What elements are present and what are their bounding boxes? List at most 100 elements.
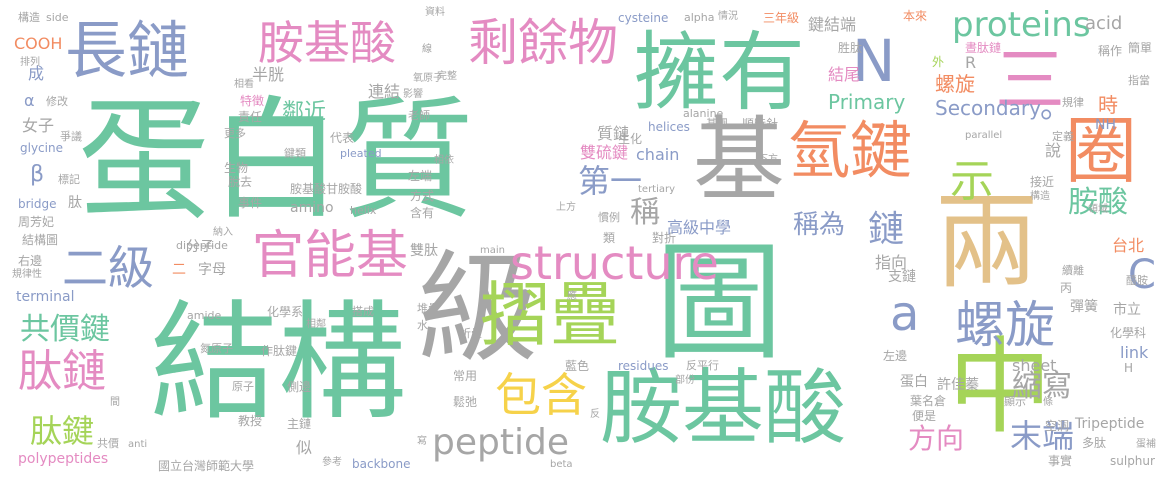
word: 市立 (1113, 302, 1141, 318)
word: a (890, 286, 920, 342)
word: 顯示 (1004, 395, 1026, 408)
word: 基 (693, 107, 786, 214)
word: acid (1085, 13, 1123, 34)
word: 脫去 (228, 175, 253, 189)
word: 規律性 (12, 269, 42, 280)
word: 摺疊 (480, 274, 620, 356)
word: 肽鏈 (18, 346, 106, 397)
word: anti (128, 439, 148, 450)
word: 修改 (46, 95, 68, 108)
word: 間 (110, 397, 120, 408)
word: R (965, 53, 977, 72)
word: 說 (1045, 141, 1062, 160)
word: 側邊 (287, 380, 312, 394)
word: 相看 (234, 79, 254, 90)
word: 反 (590, 409, 600, 420)
word: 二 (172, 262, 186, 278)
word: 條 (1043, 397, 1053, 408)
word: sheet (1012, 356, 1057, 375)
word: 稱為 (793, 210, 846, 240)
word: 常用 (453, 369, 478, 383)
word: 爭議 (60, 130, 82, 143)
word: 本來 (903, 9, 928, 23)
word: side (46, 11, 69, 24)
word: N (852, 27, 896, 95)
word: 鍵類 (284, 147, 306, 160)
word: polypeptides (18, 451, 109, 467)
word: 醯胺 (1126, 274, 1148, 287)
word: 上方 (556, 202, 576, 213)
word: 化學系 (267, 305, 304, 319)
word: 胺基酸 (600, 361, 847, 456)
word: 中 (948, 326, 1053, 448)
word: 鍵結端 (808, 15, 857, 34)
word: Tripeptide (1075, 416, 1145, 432)
word: 接近 (1030, 175, 1055, 189)
word: 許佳蓁 (937, 377, 979, 393)
word: 領域 (1088, 204, 1108, 215)
word: 似 (296, 438, 313, 457)
word: 標記 (58, 173, 80, 186)
word: helix (350, 204, 377, 217)
word: 胜肽 (838, 41, 863, 55)
word: 作肽鍵 (261, 344, 298, 358)
word: 部份 (675, 375, 695, 386)
word: 級 (418, 240, 538, 379)
word: 肽 (68, 195, 82, 211)
word: 二級 (62, 241, 154, 295)
word: 空洞 (1045, 419, 1070, 433)
word: 鬆弛 (453, 395, 478, 409)
word: tertiary (638, 184, 676, 195)
word: 影響 (403, 89, 423, 100)
word: 擁有 (633, 23, 805, 123)
word: pleated (340, 147, 382, 160)
word: 第一 (578, 162, 643, 200)
word: amide (187, 309, 222, 322)
word: 雙肽 (410, 243, 438, 259)
word: sulphur (1110, 454, 1155, 468)
word: 續離 (1062, 264, 1084, 277)
word: 末端 (1010, 417, 1075, 455)
word: 生物 (224, 161, 249, 175)
word: 肽鍵 (30, 412, 95, 450)
word: 定義 (1052, 130, 1074, 143)
word: 成 (28, 64, 45, 83)
word: 。 (1040, 87, 1073, 125)
word: link (1120, 343, 1149, 362)
word: 教授 (238, 414, 263, 428)
word: 氧原子 (413, 73, 443, 84)
word: 雙硫鍵 (580, 143, 629, 162)
word: 蛋白質 (78, 84, 474, 238)
word: 包含 (495, 368, 587, 422)
word: backbone (352, 457, 411, 471)
word: 寫 (417, 436, 427, 447)
word: 含有 (410, 206, 435, 220)
word: 主鏈 (287, 417, 312, 431)
word: 藍色 (565, 359, 590, 373)
word: 兩 (935, 181, 1040, 303)
word: 三 (995, 39, 1065, 121)
word: Primary (828, 90, 906, 114)
word: β (30, 162, 45, 187)
word: 剩餘物 (468, 14, 618, 72)
word: 簡單 (1128, 41, 1153, 55)
word: 水 (417, 319, 428, 332)
word: 更多 (224, 127, 246, 140)
word: 縮寫 (1012, 369, 1072, 404)
word: 蛋白 (900, 374, 928, 390)
word: 胺基酸 (258, 16, 396, 70)
word: 彈簧 (1070, 299, 1098, 315)
word: 右邊 (18, 254, 43, 268)
word: 相依 (434, 155, 454, 166)
word: C (1128, 252, 1156, 298)
word: 結構 (150, 289, 407, 438)
word: beta (550, 459, 573, 470)
word: 螺旋 (935, 72, 975, 96)
word: H (1124, 361, 1134, 375)
word: 稱 (630, 195, 660, 230)
word: 螺旋 (955, 296, 1055, 354)
word: 事實 (1048, 454, 1073, 468)
word: 搭成 (352, 305, 374, 318)
word: 共價 (97, 437, 119, 450)
